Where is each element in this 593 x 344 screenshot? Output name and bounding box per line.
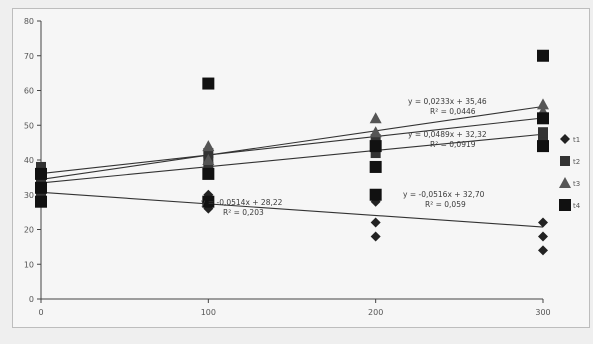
equation-label: y = -0,0516x + 32,70	[403, 190, 485, 199]
data-point-series-4	[537, 140, 549, 152]
data-point-series-4	[202, 78, 214, 90]
y-tick-label: 40	[24, 156, 34, 165]
data-point-series-4	[370, 189, 382, 201]
data-point-series-1	[371, 231, 381, 241]
chart-frame: 0 10 20 30 40 50 60 70 80 0 100 200 300 y = 0,0233x +…	[12, 8, 590, 328]
y-tick-label: 80	[24, 17, 34, 26]
data-point-series-1	[538, 218, 548, 228]
legend-marker	[559, 199, 571, 211]
legend-marker	[560, 156, 570, 166]
r2-label: R² = 0,0919	[430, 140, 476, 149]
r2-label: R² = 0,0446	[430, 107, 476, 116]
legend-label: t4	[573, 202, 581, 210]
y-tick-label: 10	[24, 260, 34, 269]
y-tick-label: 60	[24, 87, 34, 96]
y-tick-label: 70	[24, 52, 34, 61]
data-point-series-4	[35, 168, 47, 180]
legend-label: t3	[573, 180, 580, 188]
data-point-series-3	[370, 112, 382, 123]
data-point-series-1	[538, 231, 548, 241]
data-point-series-4	[537, 50, 549, 62]
data-point-series-4	[370, 161, 382, 173]
y-tick-label: 0	[29, 295, 34, 304]
equation-label: y = -0,0514x + 28,22	[201, 198, 283, 207]
legend-marker	[559, 177, 571, 188]
equation-label: y = 0,0489x + 32,32	[408, 130, 487, 139]
legend-label: t2	[573, 158, 580, 166]
data-point-series-1	[538, 245, 548, 255]
x-tick-label: 200	[368, 308, 383, 317]
data-point-series-3	[537, 98, 549, 109]
y-tick-label: 50	[24, 121, 34, 130]
y-tick-label: 30	[24, 191, 34, 200]
x-tick-label: 100	[201, 308, 216, 317]
y-tick-label: 20	[24, 226, 34, 235]
data-point-series-4	[35, 182, 47, 194]
legend-label: t1	[573, 136, 580, 144]
r2-label: R² = 0,059	[425, 200, 466, 209]
data-point-series-4	[35, 196, 47, 208]
data-point-series-4	[537, 112, 549, 124]
data-point-series-4	[202, 168, 214, 180]
r2-label: R² = 0,203	[223, 208, 264, 217]
data-point-series-3	[202, 140, 214, 151]
legend-marker	[560, 134, 570, 144]
data-point-series-1	[371, 218, 381, 228]
data-point-series-2	[538, 127, 548, 137]
equation-label: y = 0,0233x + 35,46	[408, 97, 487, 106]
x-tick-label: 0	[38, 308, 43, 317]
x-tick-label: 300	[535, 308, 550, 317]
scatter-chart: 0 10 20 30 40 50 60 70 80 0 100 200 300 y = 0,0233x +…	[13, 9, 591, 329]
data-point-series-4	[370, 140, 382, 152]
